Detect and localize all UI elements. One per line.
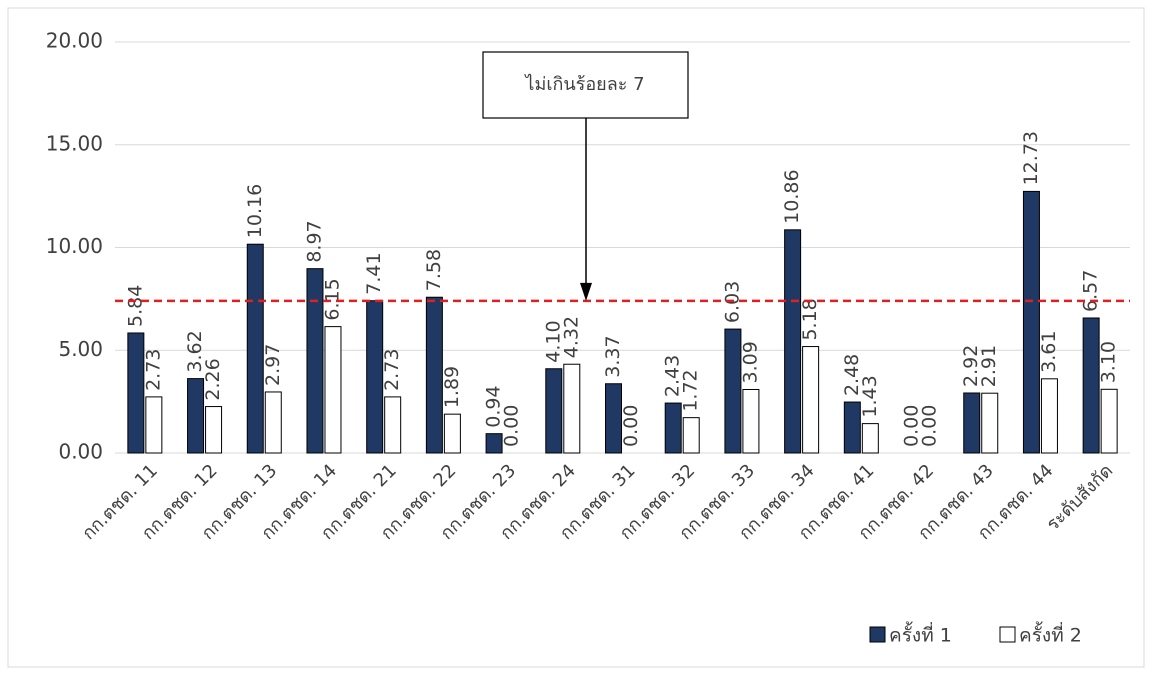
annotation: ไม่เกินร้อยละ 7	[523, 73, 644, 95]
data-label: 10.16	[244, 184, 266, 238]
bar	[545, 368, 563, 454]
data-label: 1.72	[680, 369, 702, 411]
bar	[1022, 190, 1040, 454]
data-label: 12.73	[1020, 131, 1042, 185]
data-label: 1.43	[859, 375, 881, 417]
bar	[784, 229, 802, 454]
data-label: 2.26	[202, 358, 224, 400]
bar	[485, 433, 503, 454]
bar	[981, 392, 999, 454]
data-label: 5.84	[124, 285, 146, 327]
data-label: 2.92	[960, 345, 982, 387]
data-label: 2.73	[142, 349, 164, 391]
bar	[306, 268, 324, 454]
bar	[366, 300, 384, 454]
data-label: 4.32	[560, 316, 582, 358]
data-label: 5.18	[799, 298, 821, 340]
data-label: 2.97	[262, 344, 284, 386]
data-label: 0.94	[483, 385, 505, 427]
bar	[605, 383, 622, 454]
data-label: 0.00	[919, 405, 941, 447]
bar	[682, 417, 700, 454]
bar	[861, 423, 879, 454]
bar	[324, 326, 342, 454]
bar	[724, 328, 742, 454]
data-label: 3.61	[1038, 331, 1060, 373]
bar	[246, 243, 264, 454]
bar	[963, 392, 981, 454]
data-label: 3.37	[602, 335, 624, 377]
data-label: 6.57	[1080, 270, 1102, 312]
legend-label: ครั้งที่ 2	[1019, 622, 1082, 647]
bar	[1082, 317, 1100, 454]
bar	[187, 378, 205, 454]
bar	[443, 413, 461, 454]
bar	[802, 346, 820, 454]
data-label: 0.00	[620, 405, 642, 447]
bar	[264, 391, 282, 454]
annotation-box	[482, 51, 689, 119]
data-label: 10.86	[781, 169, 803, 223]
data-label: 3.62	[184, 330, 206, 372]
data-label: 4.10	[542, 320, 564, 362]
bar	[563, 363, 581, 454]
y-tick-label: 20.00	[46, 29, 103, 53]
bar	[742, 389, 760, 454]
data-label: 3.09	[739, 341, 761, 383]
data-label: 3.10	[1098, 341, 1120, 383]
bar	[1040, 378, 1058, 454]
bar	[384, 396, 402, 454]
data-label: 2.48	[841, 354, 863, 396]
data-label: 7.58	[423, 249, 445, 291]
data-label: 2.73	[381, 349, 403, 391]
y-tick-label: 15.00	[46, 131, 103, 155]
arrow-head	[580, 282, 592, 301]
bar	[145, 396, 163, 454]
bar	[425, 296, 443, 454]
data-label: 7.41	[363, 252, 385, 294]
data-label: 8.97	[303, 220, 325, 262]
bar	[127, 332, 145, 454]
data-label: 1.89	[441, 366, 463, 408]
bar	[843, 401, 861, 454]
data-label: 6.15	[321, 278, 343, 320]
data-label: 0.00	[501, 405, 523, 447]
legend-swatch	[999, 626, 1016, 643]
bar	[1100, 388, 1118, 454]
data-label: 2.43	[662, 355, 684, 397]
legend-label: ครั้งที่ 1	[889, 622, 952, 647]
bar	[664, 402, 682, 454]
y-tick-label: 5.00	[58, 337, 103, 361]
legend-swatch	[869, 626, 886, 643]
y-tick-label: 0.00	[58, 440, 103, 464]
bar	[205, 406, 223, 454]
data-label: 2.91	[978, 345, 1000, 387]
data-label: 0.00	[901, 405, 923, 447]
y-tick-label: 10.00	[46, 234, 103, 258]
